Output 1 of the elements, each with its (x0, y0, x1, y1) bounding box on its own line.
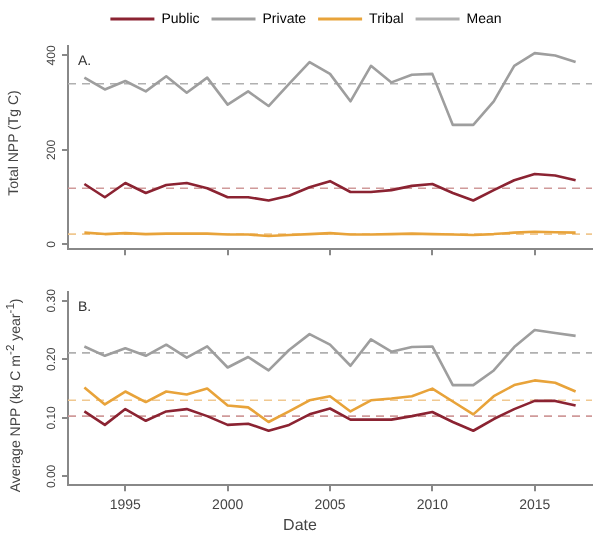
x-axis-title: Date (281, 516, 319, 534)
